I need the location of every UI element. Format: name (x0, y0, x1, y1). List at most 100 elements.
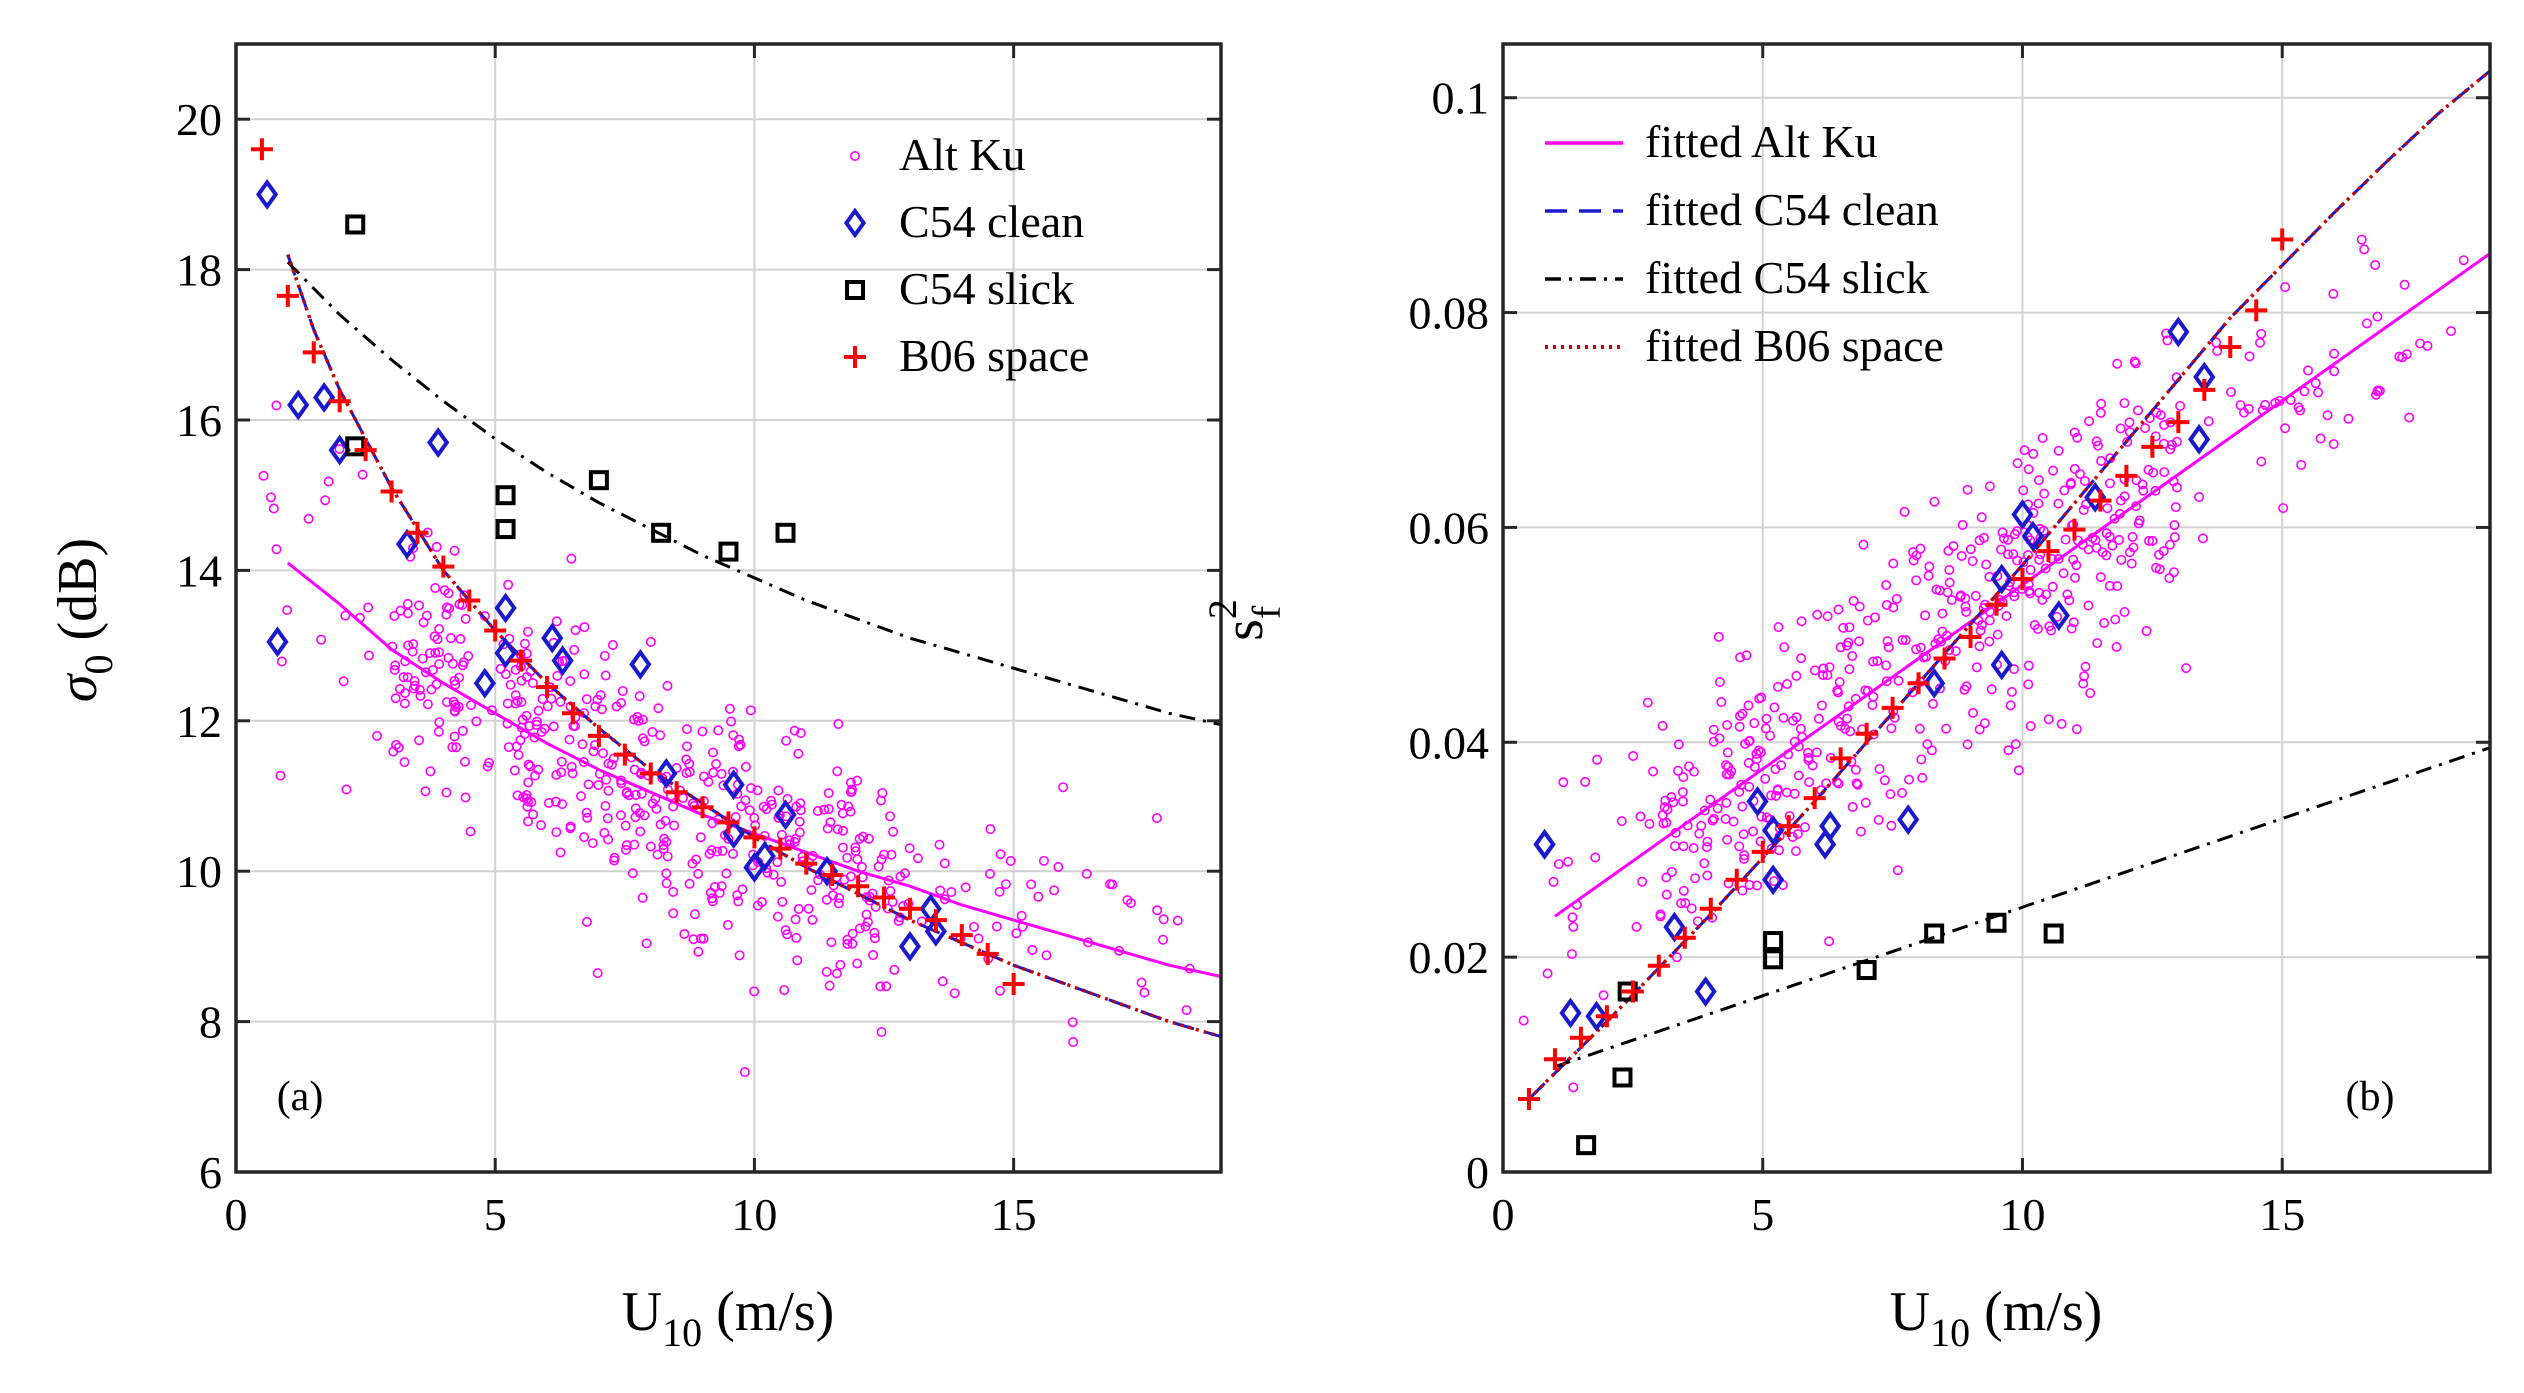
panel-a-alt-ku-point (579, 622, 590, 633)
panel-b-b06-space-point (2011, 567, 2034, 590)
panel-a-alt-ku-point (434, 623, 445, 634)
panel-a-c54-slick-point (718, 541, 739, 562)
panel-b-c54-clean-point (1923, 667, 1946, 699)
panel-b-alt-ku-point (1882, 636, 1893, 647)
panel-a-b06-space-point (354, 439, 377, 462)
panel-a-alt-ku-point (603, 785, 614, 796)
panel-b-alt-ku-point (2072, 432, 2083, 443)
panel-b-alt-ku-point (1666, 866, 1677, 877)
panel-b-alt-ku-point (2235, 400, 2246, 411)
panel-a-fitted-c54-slick-curve (286, 261, 1221, 727)
panel-b-alt-ku-point (2170, 502, 2181, 513)
panel-a-alt-ku-point (600, 670, 611, 681)
panel-a-alt-ku-point (812, 806, 823, 817)
panel-a-alt-ku-point (372, 730, 383, 741)
panel-a-alt-ku-point (1068, 1037, 1079, 1048)
panel-a-alt-ku-point (633, 715, 644, 726)
panel-a-alt-ku-point (869, 933, 880, 944)
panel-a-alt-ku-point (823, 804, 834, 815)
panel-a-c54-clean-point (395, 528, 419, 560)
panel-b-alt-ku-point (1976, 512, 1987, 523)
panel-b-alt-ku-point (1772, 784, 1783, 795)
panel-a-alt-ku-point (684, 878, 695, 889)
panel-a-alt-ku-point (745, 705, 756, 716)
panel-b-alt-ku-point (1713, 631, 1724, 642)
panel-b-alt-ku-point (2329, 366, 2340, 377)
panel-b-alt-ku-point (1737, 885, 1748, 896)
panel-a-alt-ku-point (984, 868, 995, 879)
panel-a-alt-ku-point (734, 950, 745, 961)
panel-a-alt-ku-point (745, 783, 756, 794)
panel-b-alt-ku-point (1962, 484, 1973, 495)
panel-b-alt-ku-point (2169, 532, 2180, 543)
panel-b-alt-ku-point (2068, 617, 2079, 628)
panel-a-b06-space-point (250, 138, 273, 161)
panel-b-alt-ku-point (1822, 611, 1833, 622)
panel-b-alt-ku-point (2243, 403, 2254, 414)
panel-a-alt-ku-point (434, 647, 445, 658)
panel-a-alt-ku-point (418, 617, 429, 628)
panel-b-alt-ku-point (1771, 790, 1782, 801)
panel-a-alt-ku-point (441, 697, 452, 708)
panel-a-alt-ku-point (1136, 977, 1147, 988)
panel-b-alt-ku-point (2039, 488, 2050, 499)
panel-b-c54-clean-point (1746, 785, 1769, 817)
panel-b-alt-ku-point (1811, 747, 1822, 758)
panel-a-alt-ku-point (268, 503, 279, 514)
panel-a-alt-ku-point (795, 728, 806, 739)
panel-b-b06-space-point (1595, 1005, 1618, 1028)
panel-b-alt-ku-point (2095, 572, 2106, 583)
panel-b-alt-ku-point (2343, 413, 2354, 424)
panel-b-alt-ku-point (1722, 834, 1733, 845)
panel-a-alt-ku-point (832, 824, 843, 835)
panel-b-alt-ku-point (1737, 708, 1748, 719)
panel-b-alt-ku-point (1708, 724, 1719, 735)
panel-a-legend-circle-icon (849, 151, 860, 162)
panel-a-alt-ku-point (434, 659, 445, 670)
panel-a-alt-ku-point (566, 553, 577, 564)
panel-a-c54-clean-point (494, 637, 517, 669)
panel-a-alt-ku-point (939, 858, 950, 869)
panel-b-b06-space-point (1543, 1048, 1566, 1071)
panel-a-alt-ku-point (912, 853, 923, 864)
panel-a-alt-ku-point (443, 588, 454, 599)
panel-b-alt-ku-point (1957, 519, 1968, 530)
panel-b-alt-ku-point (1962, 739, 1973, 750)
panel-b-alt-ku-point (2104, 580, 2115, 591)
panel-a-alt-ku-point (1172, 915, 1183, 926)
panel-b-alt-ku-point (2008, 549, 2019, 560)
panel-a-b06-space-point (873, 886, 896, 909)
panel-b-alt-ku-point (1927, 698, 1938, 709)
panel-b-c54-clean-point (2021, 520, 2044, 552)
panel-a-b06-space-point (276, 284, 299, 307)
panel-b-alt-ku-point (2079, 671, 2090, 682)
panel-b-alt-ku-point (1751, 748, 1762, 759)
panel-a-alt-ku-point (275, 770, 286, 781)
panel-b-alt-ku-point (1661, 872, 1672, 883)
panel-a-alt-ku-point (316, 634, 327, 645)
panel-b-alt-ku-point (2144, 535, 2155, 546)
panel-b-alt-ku-point (1851, 778, 1862, 789)
panel-b-alt-ku-point (1998, 533, 2009, 544)
panel-b-b06-space-points (1517, 228, 2294, 1110)
panel-b-alt-ku-point (1628, 750, 1639, 761)
panel-b-alt-ku-point (1669, 841, 1680, 852)
panel-b-b06-space-point (2193, 378, 2216, 401)
panel-a-alt-ku-point (733, 741, 744, 752)
panel-b-alt-ku-point (1834, 677, 1845, 688)
panel-b-c54-slick-point (1986, 912, 2007, 933)
panel-b-alt-ku-point (1892, 865, 1903, 876)
panel-b-alt-ku-point (2047, 581, 2058, 592)
panel-b-alt-ku-point (1881, 660, 1892, 671)
panel-a-alt-ku-point (599, 827, 610, 838)
panel-a-alt-ku-point (433, 726, 444, 737)
panel-b-alt-ku-point (1960, 601, 1971, 612)
panel-b-alt-ku-point (1923, 570, 1934, 581)
panel-a-alt-ku-point (994, 886, 1005, 897)
panel-a-alt-ku-point (935, 885, 946, 896)
panel-a-alt-ku-point (495, 663, 506, 674)
panel-b-c54-slick-point (1576, 1135, 1597, 1156)
panel-a-alt-ku-point (668, 886, 679, 897)
panel-b-alt-ku-point (2124, 417, 2135, 428)
